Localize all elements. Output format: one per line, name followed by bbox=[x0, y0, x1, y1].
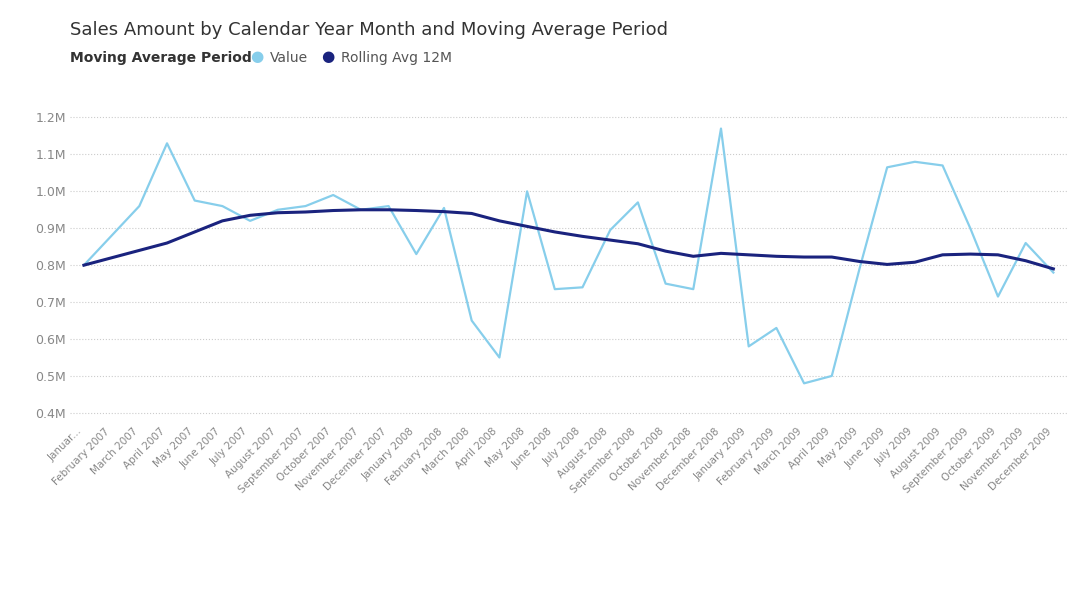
Text: Value: Value bbox=[270, 51, 307, 65]
Text: ●: ● bbox=[321, 49, 334, 65]
Text: Moving Average Period: Moving Average Period bbox=[70, 51, 252, 65]
Text: Sales Amount by Calendar Year Month and Moving Average Period: Sales Amount by Calendar Year Month and … bbox=[70, 21, 668, 39]
Text: Rolling Avg 12M: Rolling Avg 12M bbox=[341, 51, 452, 65]
Text: ●: ● bbox=[250, 49, 263, 65]
